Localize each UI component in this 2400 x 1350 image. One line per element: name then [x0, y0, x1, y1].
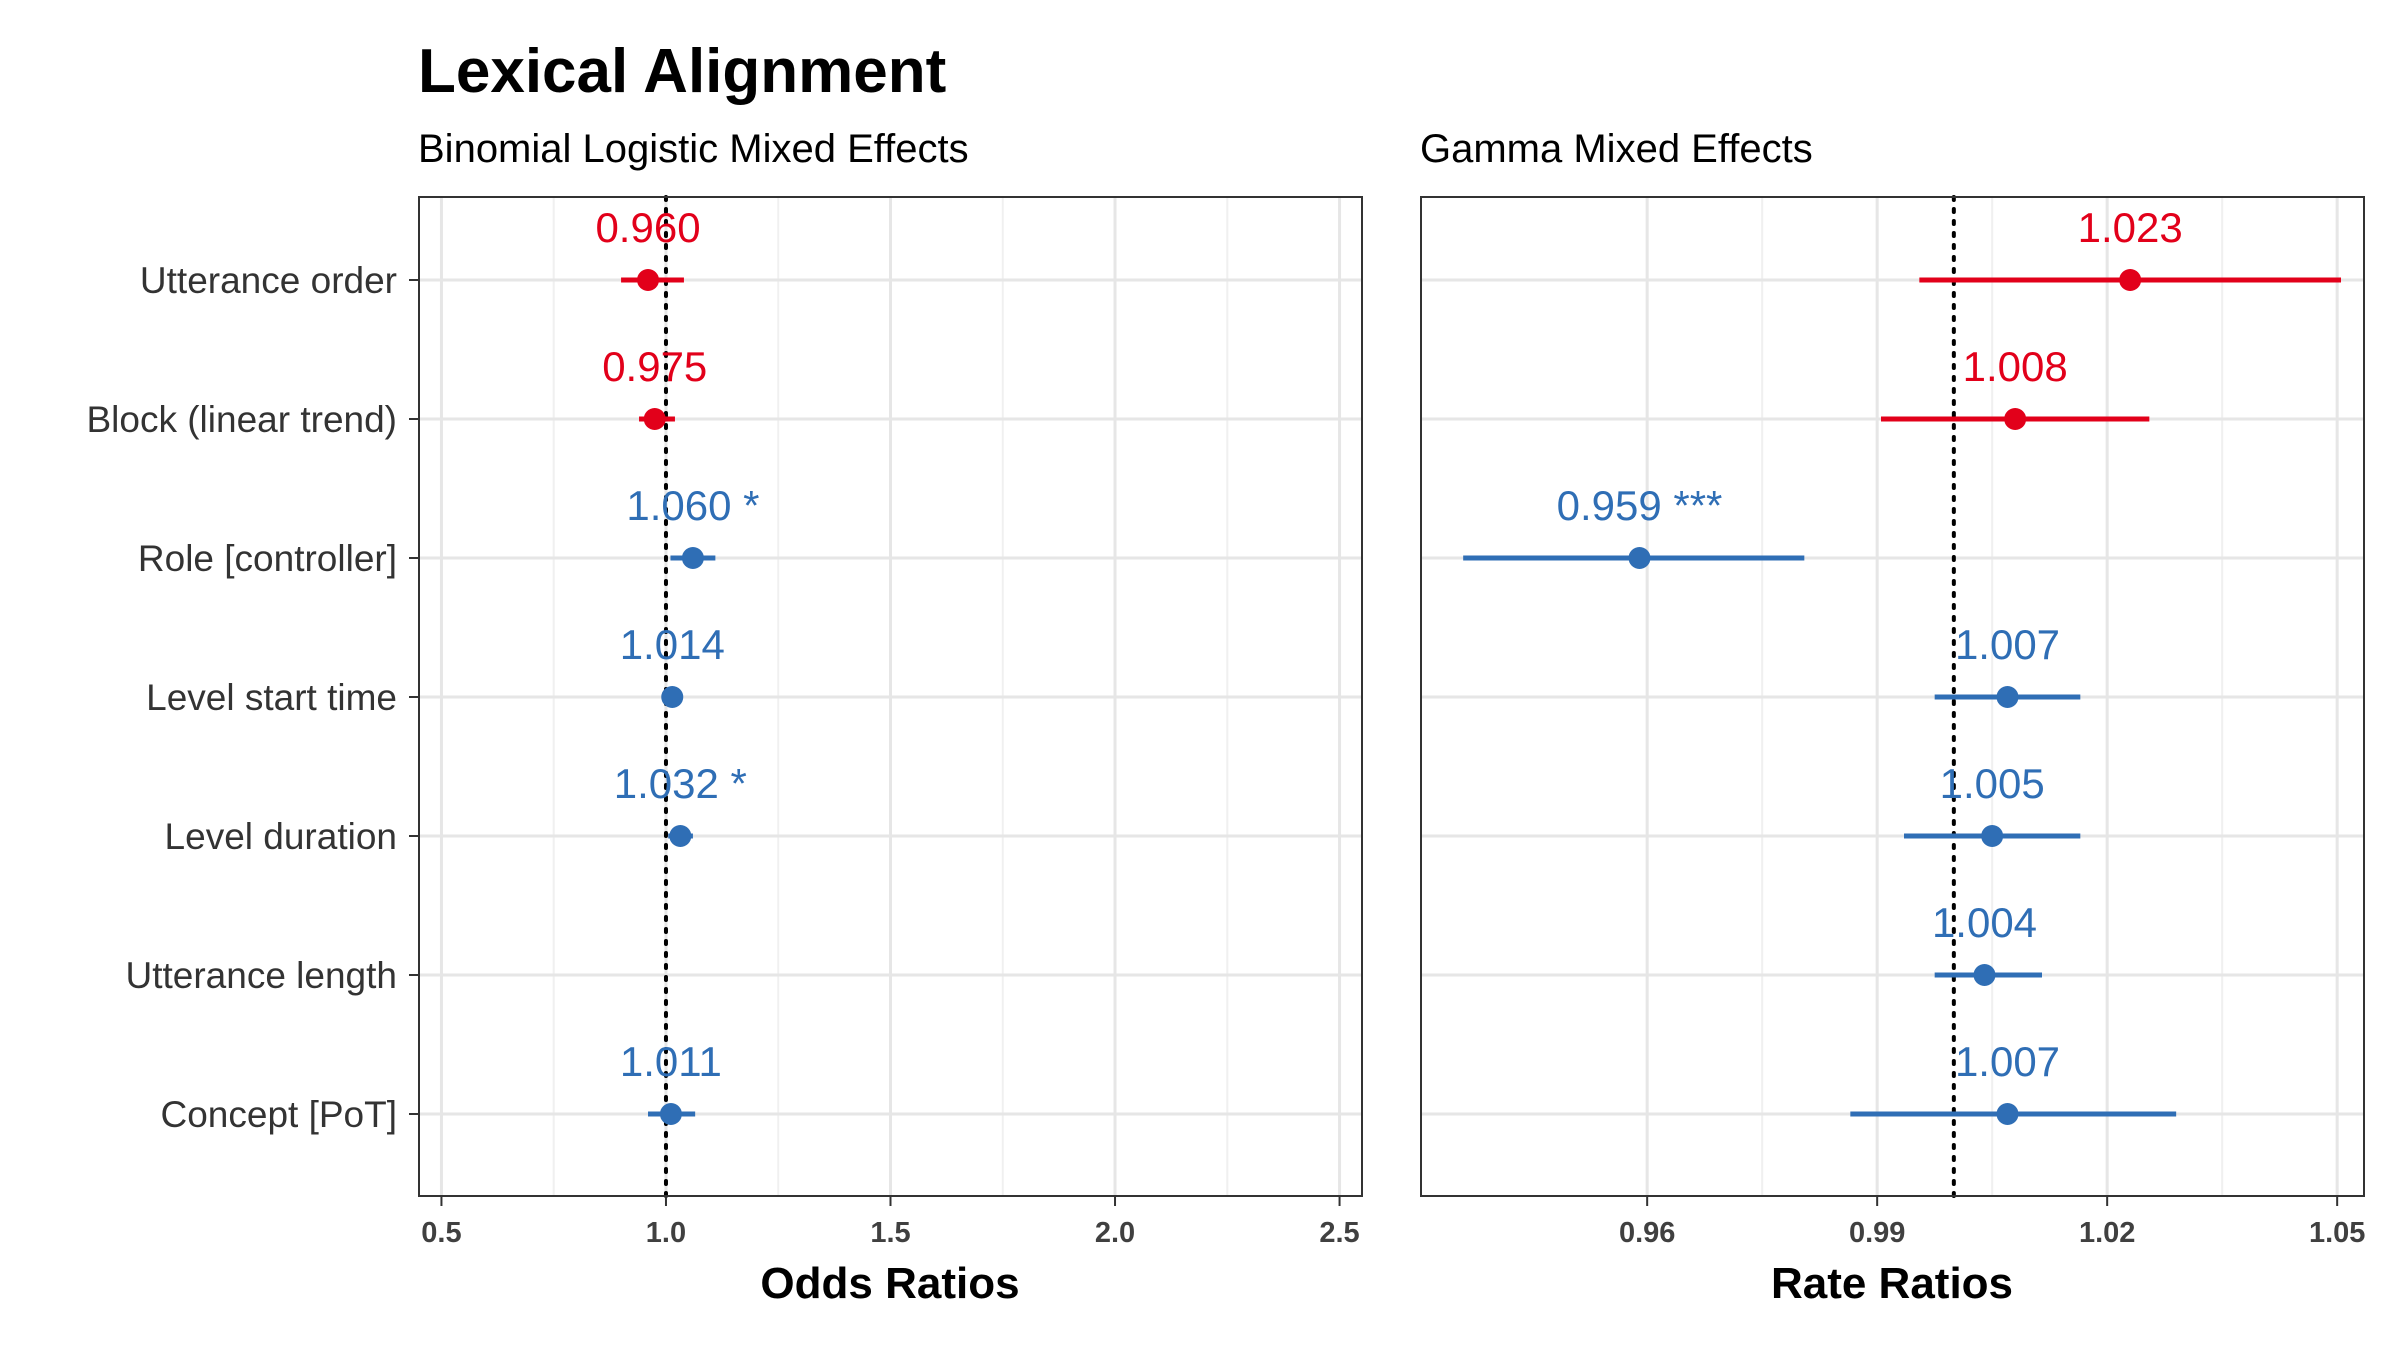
estimate-group: 1.011	[620, 1038, 722, 1125]
point-estimate	[681, 547, 704, 569]
point-estimate	[643, 408, 666, 430]
estimate-group: 1.023	[1919, 204, 2341, 291]
panel-left-xaxis: 0.5 1.0 1.5 2.0 2.5	[421, 1196, 1360, 1249]
estimate-label: 1.060 *	[626, 482, 759, 529]
chart-title: Lexical Alignment	[418, 37, 946, 106]
panel-left-xlabel: Odds Ratios	[760, 1259, 1019, 1308]
y-tick-label: Block (linear trend)	[86, 399, 397, 440]
point-estimate	[1981, 825, 2004, 847]
panel-right-subtitle: Gamma Mixed Effects	[1420, 127, 1813, 171]
x-tick-label: 1.5	[870, 1217, 910, 1249]
point-estimate	[669, 825, 692, 847]
y-tick-label: Concept [PoT]	[160, 1094, 397, 1135]
x-tick-label: 2.0	[1095, 1217, 1135, 1249]
estimate-label: 1.023	[2078, 204, 2183, 251]
point-estimate	[2119, 269, 2142, 291]
estimate-label: 1.004	[1932, 899, 2037, 946]
estimate-group: 1.060 *	[626, 482, 759, 569]
y-tick-label: Utterance order	[140, 260, 397, 301]
estimate-group: 1.032 *	[614, 760, 747, 847]
estimate-label: 1.005	[1940, 760, 2045, 807]
point-estimate	[1996, 686, 2019, 708]
estimate-label: 1.011	[620, 1038, 722, 1085]
panel-left: Binomial Logistic Mixed Effects 0.9600.9…	[86, 127, 1363, 1308]
estimate-label: 1.008	[1963, 343, 2068, 390]
y-tick-label: Role [controller]	[138, 538, 397, 579]
estimate-label: 1.014	[620, 621, 725, 668]
x-tick-label: 1.05	[2309, 1217, 2365, 1249]
x-tick-label: 1.0	[646, 1217, 686, 1249]
estimate-group: 0.959 ***	[1463, 482, 1805, 569]
estimate-label: 1.007	[1955, 1038, 2060, 1085]
point-estimate	[1996, 1103, 2019, 1125]
point-estimate	[1973, 964, 1996, 986]
estimate-label: 0.960	[595, 204, 700, 251]
panel-right-grid	[1421, 197, 2364, 1196]
point-estimate	[661, 686, 684, 708]
estimate-group: 1.005	[1904, 760, 2081, 847]
panel-right-xaxis: 0.96 0.99 1.02 1.05	[1619, 1196, 2365, 1249]
panel-right-marks: 1.023 1.008 0.959 *** 1.007 1.005 1.004 1.007	[1463, 204, 2341, 1125]
estimate-group: 0.960	[595, 204, 701, 291]
estimate-group: 1.007	[1850, 1038, 2177, 1125]
x-tick-label: 0.5	[421, 1217, 461, 1249]
panel-left-yaxis: Utterance order Block (linear trend) Role …	[86, 260, 419, 1135]
y-tick-label: Utterance length	[125, 955, 397, 996]
point-estimate	[2004, 408, 2027, 430]
estimate-group: 1.008	[1881, 343, 2150, 430]
estimate-label: 1.032 *	[614, 760, 747, 807]
point-estimate	[637, 269, 660, 291]
x-tick-label: 0.96	[1619, 1217, 1675, 1249]
estimate-label: 0.959 ***	[1557, 482, 1723, 529]
panel-right-border	[1420, 196, 2365, 1197]
y-tick-label: Level start time	[146, 677, 397, 718]
estimate-group: 1.007	[1934, 621, 2081, 708]
y-tick-label: Level duration	[165, 816, 397, 857]
x-tick-label: 2.5	[1319, 1217, 1359, 1249]
x-tick-label: 1.02	[2079, 1217, 2135, 1249]
estimate-group: 1.014	[620, 621, 725, 708]
panel-left-grid	[419, 197, 1362, 1196]
panel-right-xlabel: Rate Ratios	[1771, 1259, 2013, 1308]
x-tick-label: 0.99	[1849, 1217, 1905, 1249]
estimate-label: 1.007	[1955, 621, 2060, 668]
panel-left-marks: 0.960 0.975 1.060 * 1.014 1.032 * 1.011	[595, 204, 759, 1125]
point-estimate	[1628, 547, 1651, 569]
point-estimate	[659, 1103, 682, 1125]
estimate-label: 0.975	[602, 343, 707, 390]
estimate-group: 0.975	[602, 343, 707, 430]
panel-left-subtitle: Binomial Logistic Mixed Effects	[418, 127, 969, 171]
estimate-group: 1.004	[1932, 899, 2042, 986]
